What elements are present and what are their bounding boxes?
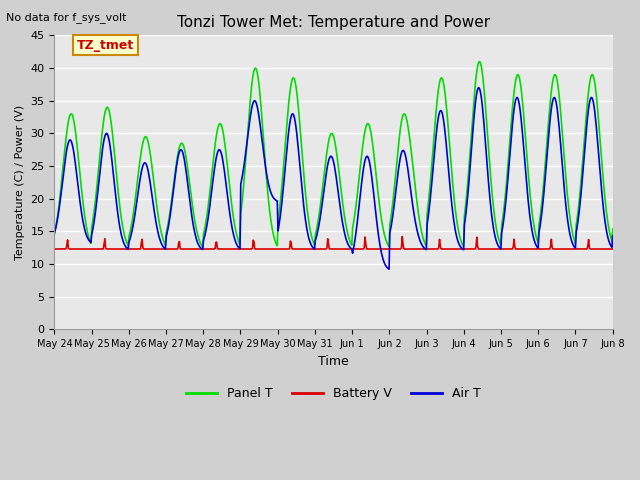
Air T [609, 233, 616, 239]
Battery V [204, 246, 212, 252]
Panel T [61, 149, 68, 155]
Y-axis label: Temperature (C) / Power (V): Temperature (C) / Power (V) [15, 105, 25, 260]
Air T [175, 152, 182, 157]
Air T [385, 266, 393, 272]
Battery V [609, 246, 616, 252]
Battery V [399, 234, 406, 240]
Panel T [175, 147, 182, 153]
Battery V [118, 246, 126, 252]
Line: Battery V: Battery V [54, 237, 612, 249]
Air T [51, 230, 58, 236]
Panel T [51, 231, 58, 237]
Panel T [609, 226, 616, 232]
Legend: Panel T, Battery V, Air T: Panel T, Battery V, Air T [181, 383, 486, 406]
Panel T [403, 115, 410, 120]
Battery V [403, 246, 410, 252]
Panel T [199, 244, 207, 250]
Air T [61, 162, 68, 168]
Air T [474, 85, 482, 91]
Line: Panel T: Panel T [54, 61, 612, 247]
Title: Tonzi Tower Met: Temperature and Power: Tonzi Tower Met: Temperature and Power [177, 15, 490, 30]
Panel T [205, 197, 212, 203]
X-axis label: Time: Time [318, 355, 349, 368]
Text: No data for f_sys_volt: No data for f_sys_volt [6, 12, 127, 23]
Text: TZ_tmet: TZ_tmet [77, 38, 134, 51]
Line: Air T: Air T [54, 88, 612, 269]
Air T [419, 243, 426, 249]
Air T [204, 215, 212, 221]
Air T [118, 234, 126, 240]
Air T [403, 156, 410, 162]
Panel T [118, 219, 126, 225]
Panel T [419, 233, 426, 239]
Panel T [476, 59, 483, 64]
Battery V [419, 246, 426, 252]
Battery V [61, 246, 68, 252]
Battery V [175, 240, 182, 246]
Battery V [51, 246, 58, 252]
